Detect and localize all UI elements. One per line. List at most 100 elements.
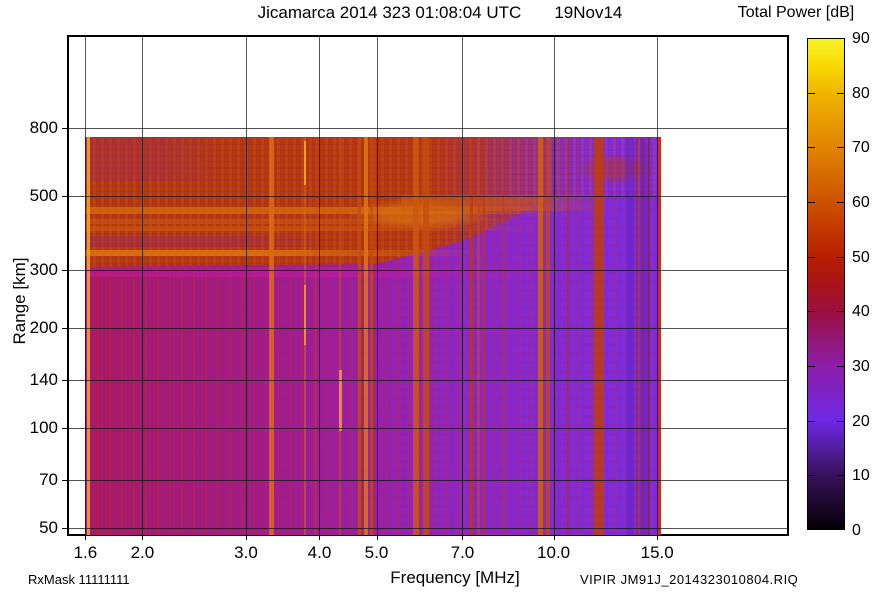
colorbar-tick-right	[837, 202, 845, 203]
colorbar-tick-label: 50	[852, 248, 870, 266]
y-tick-label: 50	[39, 518, 58, 538]
colorbar-tick-label: 30	[852, 358, 870, 375]
colorbar-tick-left	[807, 92, 815, 94]
y-axis-tick	[62, 379, 68, 381]
x-axis-tick	[245, 535, 247, 540]
colorbar-tick-label: 60	[852, 194, 870, 211]
y-tick-label: 500	[29, 186, 58, 206]
y-axis-tick	[62, 428, 68, 430]
grid-line-horizontal	[68, 128, 788, 130]
grid-line-vertical	[142, 36, 144, 535]
interference-stripe	[357, 137, 361, 535]
interference-stripe	[304, 140, 307, 185]
interference-stripe	[476, 137, 480, 535]
interference-stripe	[635, 137, 638, 535]
colorbar	[807, 38, 845, 530]
x-tick-label: 1.6	[73, 543, 98, 562]
grid-line-vertical	[85, 36, 87, 535]
x-axis-tick	[553, 535, 555, 540]
colorbar-tick-right	[837, 147, 845, 149]
grid-line-vertical	[245, 36, 247, 535]
colorbar-tick-right	[837, 366, 845, 367]
grid-line-horizontal	[68, 528, 788, 530]
y-tick-label: 800	[29, 118, 58, 138]
interference-stripe	[315, 137, 318, 535]
grid-line-horizontal	[68, 196, 788, 198]
x-tick-label: 2.0	[130, 543, 155, 562]
y-axis-tick	[62, 479, 68, 481]
rxmask-text: RxMask 11111111	[28, 572, 130, 587]
interference-stripe	[363, 137, 368, 535]
echo-band	[84, 266, 567, 277]
interference-stripe	[545, 137, 550, 535]
interference-stripe	[483, 137, 486, 535]
x-axis-tick	[85, 535, 87, 540]
colorbar-tick-right	[837, 475, 845, 477]
colorbar-tick-left	[807, 475, 815, 477]
x-tick-label: 7.0	[450, 543, 475, 562]
colorbar-tick-right	[837, 311, 845, 313]
interference-stripe	[304, 284, 307, 345]
y-tick-label: 140	[29, 369, 58, 389]
file-name-text: VIPIR JM91J_2014323010804.RIQ	[580, 572, 799, 587]
echo-band	[84, 207, 567, 214]
x-axis-tick	[657, 535, 659, 540]
interference-stripe	[370, 137, 374, 535]
grid-line-vertical	[376, 36, 378, 535]
y-axis-tick	[62, 128, 68, 130]
x-axis-tick	[142, 535, 144, 540]
colorbar-tick-left	[807, 311, 815, 313]
x-axis-title: Frequency [MHz]	[390, 568, 520, 587]
colorbar-tick-label: 10	[852, 467, 870, 485]
y-tick-label: 100	[29, 418, 58, 438]
x-tick-label: 3.0	[234, 543, 258, 562]
interference-stripe	[339, 137, 342, 535]
colorbar-tick-left	[807, 256, 815, 258]
grid-line-horizontal	[68, 269, 788, 271]
colorbar-tick-label: 90	[852, 30, 870, 47]
x-tick-label: 10.0	[537, 543, 571, 562]
grid-line-horizontal	[68, 479, 788, 481]
interference-stripe	[338, 369, 342, 432]
y-axis-tick	[62, 196, 68, 198]
echo-band	[84, 249, 481, 256]
colorbar-tick-label: 20	[852, 412, 870, 430]
interference-stripe	[501, 137, 504, 535]
colorbar-tick-label: 80	[852, 84, 870, 102]
colorbar-tick-label: 70	[852, 139, 870, 157]
grid-line-vertical	[462, 36, 464, 535]
interference-stripe	[86, 137, 90, 535]
interference-stripe	[567, 137, 570, 535]
interference-stripe	[647, 137, 650, 535]
interference-stripe	[594, 137, 605, 535]
x-tick-label: 5.0	[364, 543, 389, 562]
y-tick-label: 200	[29, 318, 58, 338]
plot-title: Jicamarca 2014 323 01:08:04 UTC 19Nov14	[257, 3, 623, 22]
colorbar-tick-left	[807, 420, 815, 422]
interference-stripe	[412, 137, 419, 535]
y-axis-tick	[62, 528, 68, 530]
colorbar-tick-label: 40	[852, 303, 870, 321]
interference-stripe	[469, 137, 473, 535]
echo-band	[568, 149, 661, 188]
grid-line-horizontal	[68, 379, 788, 381]
y-axis-tick	[62, 269, 68, 271]
colorbar-tick-left	[807, 366, 815, 367]
y-axis-tick	[62, 328, 68, 330]
interference-stripe	[642, 137, 645, 535]
interference-stripe	[537, 137, 543, 535]
x-tick-label: 4.0	[307, 543, 332, 562]
grid-line-vertical	[657, 36, 659, 535]
y-tick-label: 70	[39, 469, 58, 489]
echo-band	[84, 225, 541, 231]
colorbar-tick-right	[837, 92, 845, 94]
interference-stripe	[268, 137, 274, 535]
grid-line-vertical	[319, 36, 321, 535]
interference-stripe	[423, 137, 430, 535]
echo-band	[400, 194, 609, 211]
colorbar-tick-label: 0	[852, 522, 861, 539]
colorbar-title: Total Power [dB]	[737, 4, 855, 21]
x-axis-tick	[319, 535, 321, 540]
colorbar-tick-right	[837, 256, 845, 258]
